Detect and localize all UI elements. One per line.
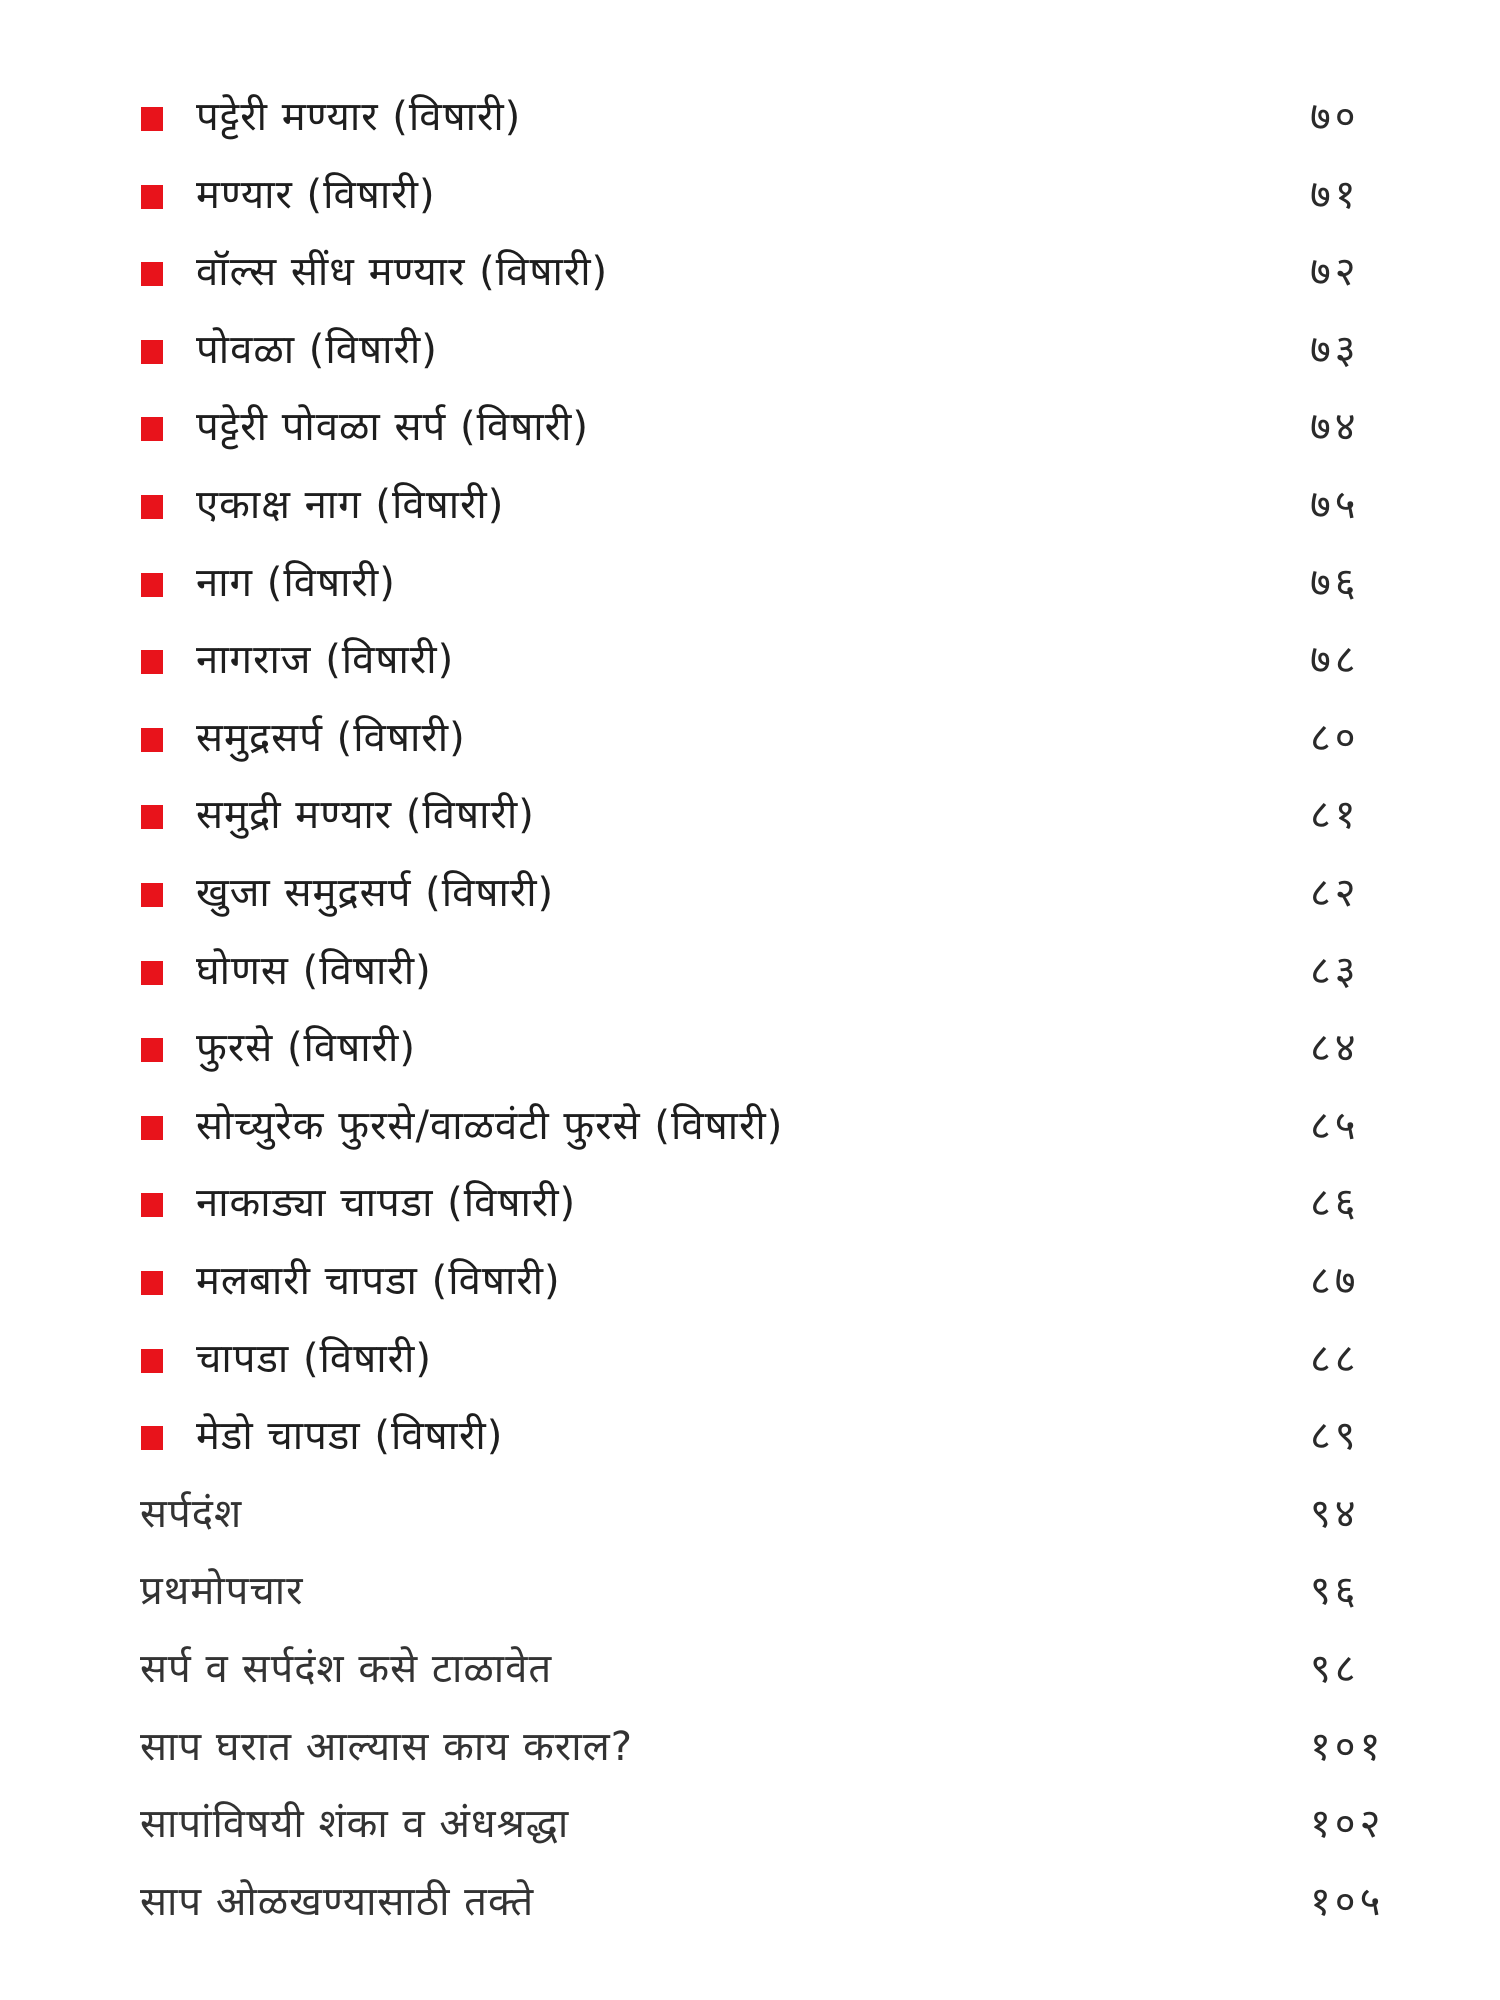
red-square-bullet-icon <box>141 727 163 752</box>
toc-entry-page-number: ७० <box>1310 94 1360 140</box>
toc-entry[interactable]: मलबारी चापडा (विषारी) ८७ <box>0 1247 1500 1317</box>
toc-entry-title: पट्टेरी पोवळा सर्प (विषारी) <box>196 404 589 451</box>
toc-entry-page-number: ९६ <box>1310 1568 1360 1615</box>
toc-entry-page-number: ८७ <box>1310 1258 1360 1304</box>
toc-entry[interactable]: साप घरात आल्यास काय कराल? १०१ <box>0 1713 1500 1783</box>
toc-entry[interactable]: चापडा (विषारी) ८८ <box>0 1325 1500 1395</box>
toc-entry-title: सर्पदंश <box>140 1490 243 1537</box>
toc-entry-page-number: ९४ <box>1310 1490 1360 1537</box>
toc-entry-title: खुजा समुद्रसर्प (विषारी) <box>196 870 555 916</box>
toc-entry-page-number: ८३ <box>1310 947 1360 994</box>
red-square-bullet-icon <box>141 1271 163 1295</box>
red-square-bullet-icon <box>141 107 163 131</box>
toc-entry-title: मलबारी चापडा (विषारी) <box>196 1258 561 1304</box>
toc-entry-title: साप घरात आल्यास काय कराल? <box>140 1723 633 1770</box>
toc-entry[interactable]: सापांविषयी शंका व अंधश्रद्धा १०२ <box>0 1790 1500 1860</box>
red-square-bullet-icon <box>141 883 163 907</box>
toc-entry[interactable]: प्रथमोपचार ९६ <box>0 1557 1500 1627</box>
toc-entry-page-number: ८५ <box>1310 1102 1360 1149</box>
toc-entry-page-number: ८० <box>1310 714 1360 761</box>
toc-entry-page-number: ८८ <box>1310 1335 1360 1382</box>
toc-entry-page-number: १०५ <box>1310 1878 1385 1925</box>
toc-entry-title: नाग (विषारी) <box>196 559 396 606</box>
toc-entry[interactable]: एकाक्ष नाग (विषारी) ७५ <box>0 471 1500 541</box>
toc-entry-page-number: ७३ <box>1310 326 1360 373</box>
red-square-bullet-icon <box>141 1193 163 1218</box>
red-square-bullet-icon <box>141 1115 163 1140</box>
toc-entry-title: चापडा (विषारी) <box>196 1335 432 1382</box>
red-square-bullet-icon <box>141 495 163 519</box>
toc-entry-page-number: ९८ <box>1310 1646 1360 1692</box>
red-square-bullet-icon <box>141 805 163 830</box>
red-square-bullet-icon <box>141 650 163 675</box>
toc-entry-title: वॉल्स सींध मण्यार (विषारी) <box>196 249 609 296</box>
toc-entry-page-number: ७४ <box>1310 404 1360 451</box>
red-square-bullet-icon <box>141 1348 163 1373</box>
toc-entry[interactable]: पोवळा (विषारी) ७३ <box>0 316 1500 386</box>
toc-entry-page-number: ८६ <box>1310 1180 1360 1227</box>
toc-entry[interactable]: नागराज (विषारी) ७८ <box>0 626 1500 696</box>
toc-entry-page-number: ७२ <box>1310 249 1360 296</box>
toc-entry-title: सापांविषयी शंका व अंधश्रद्धा <box>140 1801 570 1848</box>
red-square-bullet-icon <box>141 184 163 209</box>
toc-entry-page-number: ८१ <box>1310 792 1360 839</box>
red-square-bullet-icon <box>141 572 163 597</box>
toc-entry[interactable]: घोणस (विषारी) ८३ <box>0 937 1500 1007</box>
red-square-bullet-icon <box>141 262 163 287</box>
toc-entry-title: मण्यार (विषारी) <box>196 171 436 218</box>
toc-entry[interactable]: मण्यार (विषारी) ७१ <box>0 161 1500 231</box>
toc-entry-page-number: ८२ <box>1310 870 1360 916</box>
toc-entry[interactable]: समुद्रसर्प (विषारी) ८० <box>0 704 1500 774</box>
toc-entry-title: साप ओळखण्यासाठी तक्ते <box>140 1878 535 1925</box>
red-square-bullet-icon <box>141 339 163 364</box>
toc-entry-title: मेडो चापडा (विषारी) <box>196 1413 504 1460</box>
toc-entry[interactable]: पट्टेरी पोवळा सर्प (विषारी) ७४ <box>0 393 1500 463</box>
toc-entry[interactable]: पट्टेरी मण्यार (विषारी) ७० <box>0 83 1500 153</box>
toc-entry[interactable]: नाग (विषारी) ७६ <box>0 549 1500 619</box>
toc-entry-page-number: ८४ <box>1310 1025 1360 1072</box>
toc-entry[interactable]: सोच्युरेक फुरसे/वाळवंटी फुरसे (विषारी) ८५ <box>0 1092 1500 1162</box>
toc-entry-page-number: ८९ <box>1310 1413 1360 1460</box>
toc-entry[interactable]: नाकाड्या चापडा (विषारी) ८६ <box>0 1169 1500 1239</box>
toc-entry-page-number: ७५ <box>1310 482 1360 528</box>
toc-entry-page-number: ७८ <box>1310 637 1360 684</box>
red-square-bullet-icon <box>141 1038 163 1063</box>
toc-entry[interactable]: फुरसे (विषारी) ८४ <box>0 1014 1500 1084</box>
toc-entry-title: नाकाड्या चापडा (विषारी) <box>196 1180 577 1227</box>
toc-entry[interactable]: सर्पदंश ९४ <box>0 1480 1500 1550</box>
toc-entry-page-number: ७६ <box>1310 559 1360 606</box>
toc-entry-page-number: ७१ <box>1310 171 1360 218</box>
toc-entry[interactable]: समुद्री मण्यार (विषारी) ८१ <box>0 781 1500 851</box>
toc-entry-page-number: १०२ <box>1310 1801 1385 1848</box>
toc-entry-title: घोणस (विषारी) <box>196 947 432 994</box>
red-square-bullet-icon <box>141 417 163 442</box>
toc-entry-title: सर्प व सर्पदंश कसे टाळावेत <box>140 1646 553 1692</box>
toc-entry-title: समुद्री मण्यार (विषारी) <box>196 792 535 839</box>
toc-entry-title: समुद्रसर्प (विषारी) <box>196 714 466 761</box>
toc-entry-title: नागराज (विषारी) <box>196 637 455 684</box>
toc-entry[interactable]: सर्प व सर्पदंश कसे टाळावेत ९८ <box>0 1635 1500 1705</box>
toc-entry[interactable]: मेडो चापडा (विषारी) ८९ <box>0 1402 1500 1472</box>
toc-entry-title: पट्टेरी मण्यार (विषारी) <box>196 94 522 140</box>
red-square-bullet-icon <box>141 960 163 985</box>
toc-entry[interactable]: वॉल्स सींध मण्यार (विषारी) ७२ <box>0 238 1500 308</box>
toc-entry-title: पोवळा (विषारी) <box>196 326 438 373</box>
red-square-bullet-icon <box>141 1426 163 1451</box>
toc-entry-page-number: १०१ <box>1310 1723 1385 1770</box>
toc-entry[interactable]: खुजा समुद्रसर्प (विषारी) ८२ <box>0 859 1500 929</box>
toc-entry-title: फुरसे (विषारी) <box>196 1025 416 1072</box>
toc-entry-title: एकाक्ष नाग (विषारी) <box>196 482 505 528</box>
toc-entry-title: प्रथमोपचार <box>140 1568 304 1615</box>
toc-entry[interactable]: साप ओळखण्यासाठी तक्ते १०५ <box>0 1868 1500 1938</box>
toc-entry-title: सोच्युरेक फुरसे/वाळवंटी फुरसे (विषारी) <box>196 1102 784 1149</box>
